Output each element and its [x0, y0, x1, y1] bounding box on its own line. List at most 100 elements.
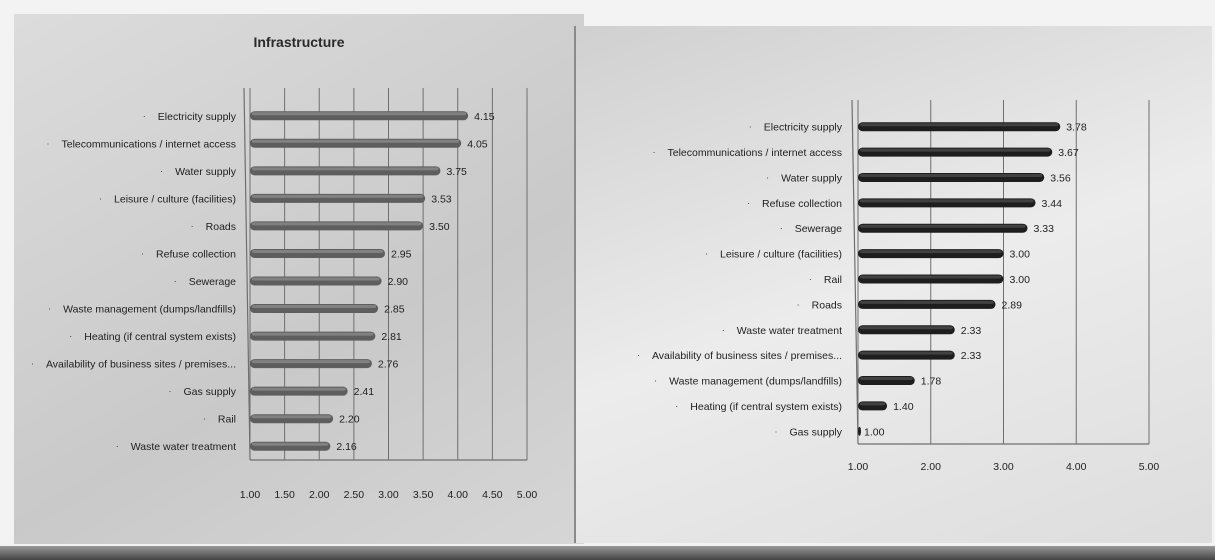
- value-label: 2.20: [339, 414, 360, 426]
- bullet-icon: ·: [47, 138, 50, 148]
- value-label: 2.33: [961, 325, 982, 337]
- value-label: 4.05: [467, 138, 488, 150]
- bullet-icon: ·: [99, 193, 102, 203]
- x-tick-label: 1.00: [848, 461, 869, 473]
- value-label: 3.67: [1058, 147, 1079, 159]
- x-tick-label: 4.00: [1066, 461, 1087, 473]
- category-label: Leisure / culture (facilities): [720, 249, 842, 261]
- x-tick-label: 3.50: [413, 489, 434, 501]
- bar-highlight: [860, 427, 861, 431]
- x-tick-label: 1.00: [240, 489, 261, 501]
- bar-highlight: [252, 112, 467, 116]
- value-label: 2.81: [381, 331, 402, 343]
- bullet-icon: ·: [203, 414, 206, 424]
- x-tick-label: 5.00: [1139, 461, 1160, 473]
- bullet-icon: ·: [31, 359, 34, 369]
- x-tick-label: 1.50: [274, 489, 295, 501]
- bar-highlight: [860, 148, 1051, 152]
- value-label: 3.53: [431, 193, 452, 205]
- bullet-icon: ·: [722, 325, 725, 335]
- bar-highlight: [860, 351, 953, 355]
- bar-highlight: [252, 139, 460, 143]
- value-label: 2.76: [378, 359, 399, 371]
- category-label: Roads: [206, 221, 236, 233]
- value-label: 3.44: [1042, 198, 1063, 210]
- left-bar-chart: 1.00 1.50 2.00 2.50 3.00 3.50 4.00 4.50 5.00 Elec…: [31, 87, 538, 501]
- right-bar-chart: 1.00 2.00 3.00 4.00 5.00 Electricity supply · 3…: [637, 99, 1160, 473]
- bullet-icon: ·: [797, 299, 800, 309]
- value-label: 2.85: [384, 304, 405, 316]
- category-label: Rail: [218, 414, 236, 426]
- bullet-icon: ·: [168, 386, 171, 396]
- value-label: 1.40: [893, 401, 914, 413]
- x-tick-label: 2.50: [344, 489, 365, 501]
- category-label: Waste management (dumps/landfills): [63, 304, 236, 316]
- category-label: Sewerage: [189, 276, 236, 288]
- bar-highlight: [860, 123, 1059, 127]
- bar-highlight: [252, 249, 384, 253]
- y-axis-line: [243, 87, 251, 461]
- bullet-icon: ·: [749, 122, 752, 132]
- bullet-icon: ·: [809, 274, 812, 284]
- bottom-edge: [0, 546, 1215, 560]
- category-label: Telecommunications / internet access: [62, 138, 237, 150]
- bar-highlight: [860, 377, 913, 381]
- bar-highlight: [860, 250, 1002, 254]
- bar-highlight: [252, 222, 422, 226]
- value-label: 2.41: [354, 386, 375, 398]
- value-label: 3.50: [429, 221, 450, 233]
- x-tick-label: 2.00: [921, 461, 942, 473]
- value-label: 3.33: [1034, 223, 1055, 235]
- category-label: Roads: [812, 299, 842, 311]
- bullet-icon: ·: [654, 376, 657, 386]
- category-label: Water supply: [175, 166, 237, 178]
- category-label: Waste water treatment: [737, 325, 842, 337]
- x-tick-label: 2.00: [309, 489, 330, 501]
- x-tick-label: 4.50: [482, 489, 503, 501]
- bar-highlight: [252, 387, 346, 391]
- bullet-icon: ·: [191, 221, 194, 231]
- bullet-icon: ·: [69, 331, 72, 341]
- value-label: 1.78: [921, 376, 942, 388]
- category-label: Electricity supply: [158, 111, 237, 123]
- bullet-icon: ·: [747, 198, 750, 208]
- bar-highlight: [860, 173, 1043, 177]
- category-label: Gas supply: [183, 386, 236, 398]
- value-label: 2.95: [391, 248, 412, 260]
- y-axis-line: [851, 99, 859, 445]
- category-label: Refuse collection: [762, 198, 842, 210]
- bullet-icon: ·: [48, 304, 51, 314]
- bar-highlight: [252, 277, 380, 281]
- bar-highlight: [252, 332, 374, 336]
- category-label: Heating (if central system exists): [690, 401, 842, 413]
- bullet-icon: ·: [653, 147, 656, 157]
- bar-highlight: [860, 275, 1002, 279]
- category-label: Availability of business sites / premise…: [652, 350, 842, 362]
- bar-highlight: [252, 194, 424, 198]
- category-label: Telecommunications / internet access: [668, 147, 843, 159]
- value-label: 3.75: [446, 166, 467, 178]
- category-label: Gas supply: [789, 426, 842, 438]
- value-label: 3.00: [1010, 249, 1031, 261]
- x-tick-label: 5.00: [517, 489, 538, 501]
- bar-highlight: [252, 415, 332, 419]
- bullet-icon: ·: [705, 249, 708, 259]
- bar-highlight: [860, 224, 1026, 228]
- x-tick-label: 3.00: [993, 461, 1014, 473]
- bar-highlight: [252, 167, 439, 171]
- bar-highlight: [860, 199, 1034, 203]
- chart-title: Infrastructure: [253, 34, 345, 50]
- category-label: Waste water treatment: [131, 441, 236, 453]
- bar-highlight: [860, 402, 886, 406]
- value-label: 2.89: [1001, 299, 1022, 311]
- bullet-icon: ·: [116, 441, 119, 451]
- category-label: Refuse collection: [156, 248, 236, 260]
- bullet-icon: ·: [780, 223, 783, 233]
- bullet-icon: ·: [774, 426, 777, 436]
- bar-highlight: [860, 326, 953, 330]
- bar-highlight: [252, 305, 377, 309]
- bullet-icon: ·: [143, 111, 146, 121]
- bar-highlight: [252, 442, 329, 446]
- left-chart-panel: Infrastructure 1.00 1.50 2.00 2.50 3.00 3.50 4…: [14, 14, 584, 544]
- category-label: Water supply: [781, 172, 843, 184]
